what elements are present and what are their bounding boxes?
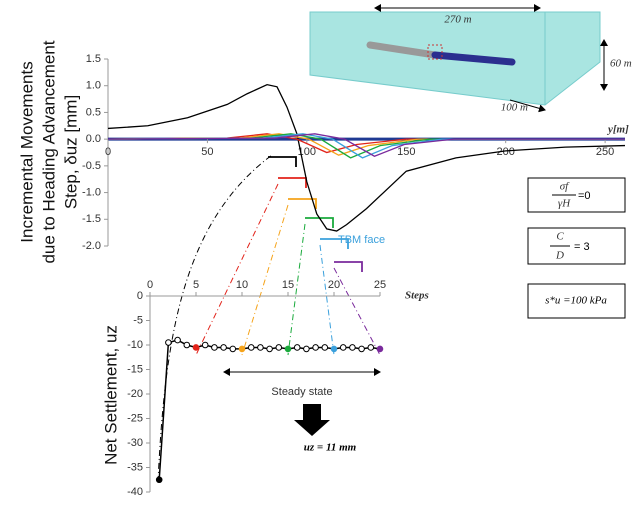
result-arrow bbox=[294, 404, 330, 436]
point bbox=[304, 346, 310, 352]
point bbox=[340, 345, 346, 351]
point bbox=[359, 346, 365, 352]
point bbox=[350, 345, 356, 351]
series-line bbox=[108, 134, 625, 156]
y-tick-label: -30 bbox=[127, 437, 143, 449]
point bbox=[156, 477, 162, 483]
point bbox=[166, 340, 172, 346]
x-axis-title: Steps bbox=[405, 290, 429, 302]
bracket bbox=[268, 157, 296, 167]
y-axis-title-line: Step, δuz [mm] bbox=[61, 95, 80, 209]
x-axis-title: y[m] bbox=[606, 124, 629, 136]
point bbox=[313, 345, 319, 351]
y-tick-label: -20 bbox=[127, 388, 143, 400]
point bbox=[221, 345, 227, 351]
x-tick-label: 20 bbox=[328, 279, 340, 291]
param-rhs: = 3 bbox=[574, 241, 590, 253]
param-rhs: =0 bbox=[578, 190, 591, 202]
y-axis-title-line: Incremental Movements bbox=[17, 61, 36, 242]
y-tick-label: -25 bbox=[127, 412, 143, 424]
y-tick-label: 1.0 bbox=[86, 80, 101, 92]
link bbox=[320, 245, 334, 355]
x-tick-label: 0 bbox=[105, 146, 111, 158]
tbm-face-label: TBM face bbox=[338, 234, 385, 246]
x-tick-label: 0 bbox=[147, 279, 153, 291]
y-tick-label: 0.0 bbox=[86, 133, 101, 145]
point bbox=[230, 346, 236, 352]
y-tick-label: 0 bbox=[137, 290, 143, 302]
steady-label: Steady state bbox=[271, 386, 332, 398]
param-box bbox=[528, 178, 625, 212]
bracket bbox=[288, 199, 316, 209]
y-axis-title: Net Settlement, uz bbox=[101, 325, 120, 465]
point bbox=[248, 345, 254, 351]
y-tick-label: -5 bbox=[133, 314, 143, 326]
point bbox=[193, 345, 199, 351]
y-tick-label: 1.5 bbox=[86, 53, 101, 65]
dim-label: 60 m bbox=[610, 58, 632, 70]
y-tick-label: -40 bbox=[127, 486, 143, 498]
point bbox=[202, 342, 208, 348]
y-tick-label: -35 bbox=[127, 461, 143, 473]
param-text: s*u =100 kPa bbox=[545, 295, 607, 307]
figure: 270 m 60 m 100 m Incremental Movements d… bbox=[0, 0, 633, 507]
link bbox=[196, 184, 278, 355]
point bbox=[285, 346, 291, 352]
x-tick-label: 50 bbox=[201, 146, 213, 158]
point bbox=[322, 345, 328, 351]
dim-label: 100 m bbox=[501, 102, 528, 114]
bracket bbox=[278, 178, 306, 188]
series-line bbox=[108, 134, 625, 153]
y-tick-label: -2.0 bbox=[82, 240, 101, 252]
y-tick-label: -10 bbox=[127, 339, 143, 351]
point bbox=[368, 345, 374, 351]
x-tick-label: 150 bbox=[397, 146, 415, 158]
y-tick-label: -15 bbox=[127, 363, 143, 375]
x-tick-label: 25 bbox=[374, 279, 386, 291]
y-tick-label: 0.5 bbox=[86, 106, 101, 118]
point bbox=[212, 345, 218, 351]
point bbox=[239, 346, 245, 352]
x-tick-label: 5 bbox=[193, 279, 199, 291]
result-label: uz = 11 mm bbox=[304, 442, 357, 454]
x-tick-label: 15 bbox=[282, 279, 294, 291]
y-axis-title-line: due to Heading Advancement bbox=[39, 40, 58, 263]
step-brackets bbox=[268, 157, 362, 272]
guide-curve bbox=[158, 155, 272, 482]
param-den: D bbox=[555, 250, 564, 262]
y-tick-label: -1.5 bbox=[82, 213, 101, 225]
bracket bbox=[305, 218, 333, 228]
x-tick-label: 10 bbox=[236, 279, 248, 291]
series-line bbox=[159, 340, 380, 480]
step-links bbox=[196, 184, 380, 355]
param-den: γH bbox=[558, 198, 571, 210]
point bbox=[267, 346, 273, 352]
point bbox=[175, 337, 181, 343]
y-axis-title: Incremental Movements due to Heading Adv… bbox=[17, 40, 80, 263]
bracket bbox=[334, 262, 362, 272]
point bbox=[184, 342, 190, 348]
x-tick-label: 250 bbox=[596, 146, 614, 158]
point bbox=[331, 346, 337, 352]
point bbox=[276, 345, 282, 351]
dim-label: 270 m bbox=[444, 14, 471, 26]
point bbox=[377, 346, 383, 352]
point bbox=[258, 345, 264, 351]
y-tick-label: -1.0 bbox=[82, 186, 101, 198]
param-num: C bbox=[556, 231, 564, 243]
y-tick-label: -0.5 bbox=[82, 160, 101, 172]
point bbox=[294, 345, 300, 351]
